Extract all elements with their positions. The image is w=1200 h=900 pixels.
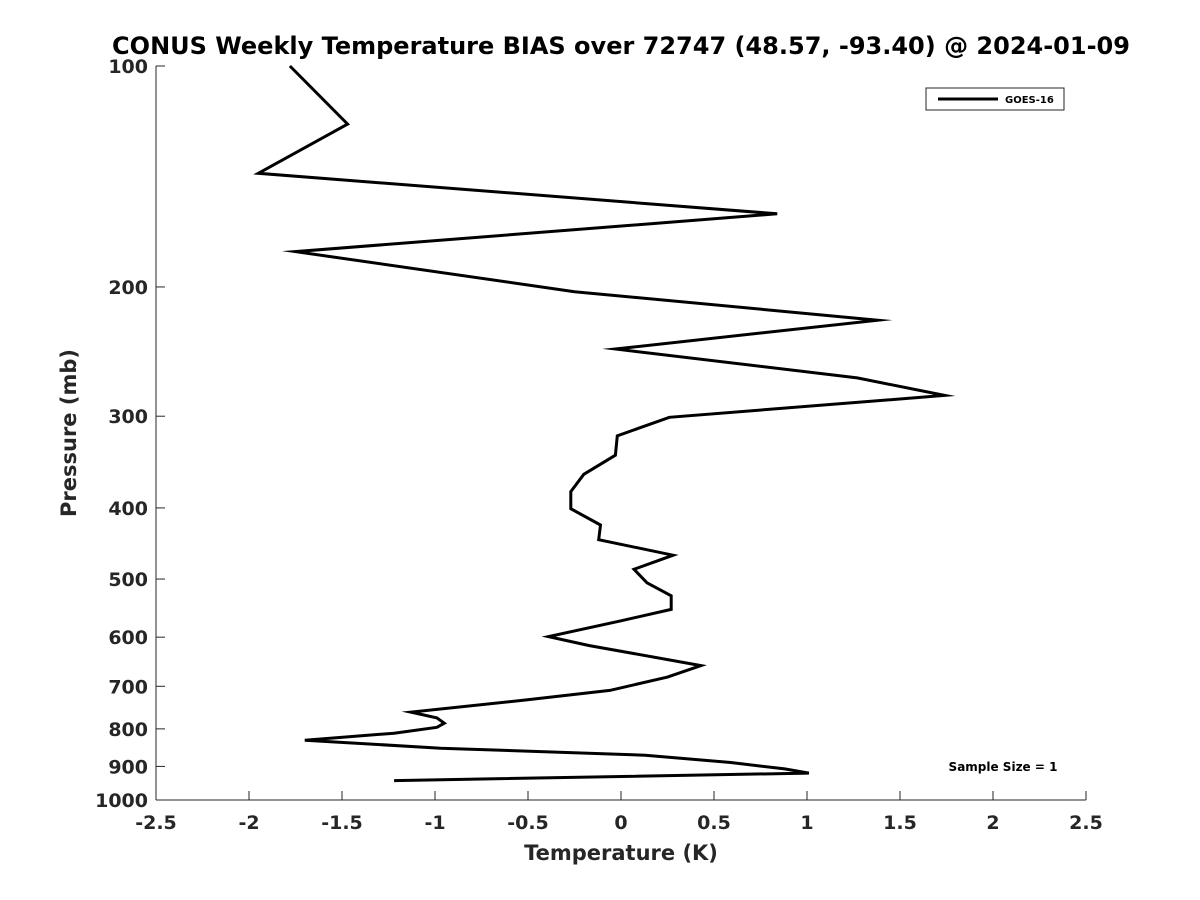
x-tick-label: 2.5 xyxy=(1069,812,1103,834)
chart-title: CONUS Weekly Temperature BIAS over 72747… xyxy=(112,32,1130,60)
x-tick-label: 1.5 xyxy=(883,812,917,834)
x-tick-label: -0.5 xyxy=(507,812,549,834)
legend: GOES-16 xyxy=(925,87,1065,111)
series-layer xyxy=(253,64,956,783)
x-tick-label: 0 xyxy=(614,812,627,834)
y-axis-ticks: 100 200 300 400 500 600 700 800 900 1000 xyxy=(95,56,165,812)
sample-size-note: Sample Size = 1 xyxy=(949,760,1058,774)
x-tick-label: -1 xyxy=(424,812,445,834)
x-tick-label: 1 xyxy=(800,812,813,834)
x-tick-label: -2 xyxy=(238,812,259,834)
series-line-0 xyxy=(253,64,956,783)
y-tick-label: 200 xyxy=(108,277,148,299)
y-tick-label: 700 xyxy=(108,676,148,698)
x-axis-label: Temperature (K) xyxy=(524,841,718,865)
x-tick-label: -2.5 xyxy=(135,812,177,834)
y-tick-label: 800 xyxy=(108,719,148,741)
y-tick-label: 1000 xyxy=(95,790,148,812)
x-axis-ticks: -2.5 -2 -1.5 -1 -0.5 0 0.5 1 1.5 2 2.5 xyxy=(135,791,1103,834)
x-tick-label: 0.5 xyxy=(697,812,731,834)
y-tick-label: 100 xyxy=(108,56,148,78)
y-tick-label: 600 xyxy=(108,627,148,649)
legend-entry-label: GOES-16 xyxy=(1005,95,1054,106)
x-tick-label: -1.5 xyxy=(321,812,363,834)
x-tick-label: 2 xyxy=(986,812,999,834)
y-tick-label: 400 xyxy=(108,498,148,520)
y-tick-label: 500 xyxy=(108,569,148,591)
y-axis-label: Pressure (mb) xyxy=(57,349,81,517)
y-tick-label: 300 xyxy=(108,406,148,428)
y-tick-label: 900 xyxy=(108,756,148,778)
